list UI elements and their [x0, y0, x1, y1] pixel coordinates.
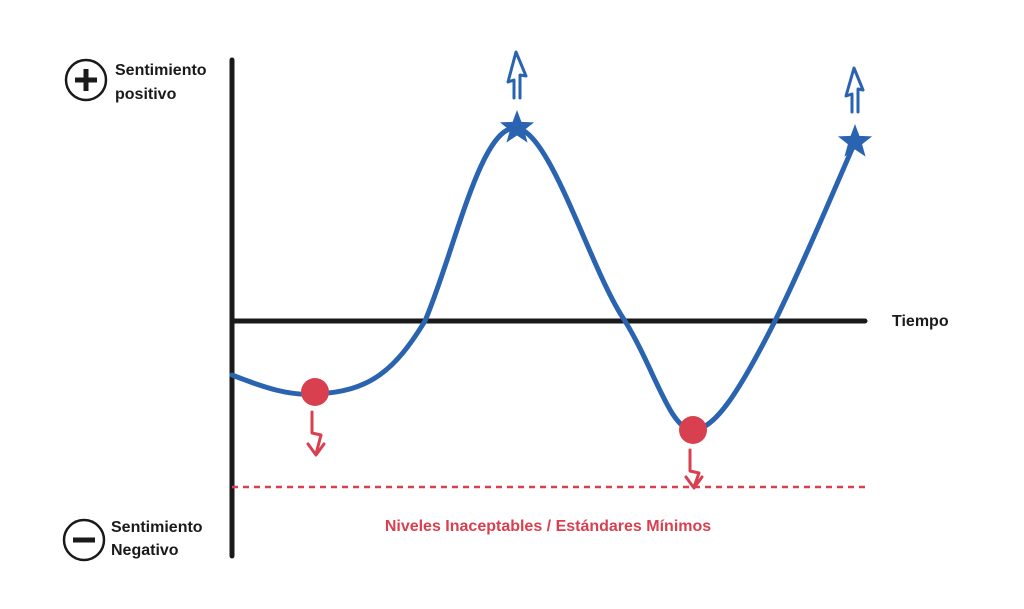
- threshold-label: Niveles Inaceptables / Estándares Mínimo…: [385, 518, 711, 535]
- positive-label: positivo: [115, 86, 177, 103]
- plus-icon: [64, 58, 108, 102]
- low-point: [679, 416, 707, 444]
- up-arrows: [506, 50, 865, 114]
- high-point: [837, 124, 873, 157]
- positive-label: Sentimiento: [115, 62, 207, 79]
- low-point: [301, 378, 329, 406]
- minus-icon: [62, 518, 106, 562]
- down-arrows: [306, 410, 704, 490]
- negative-label: Sentimiento: [111, 519, 203, 536]
- time-label: Tiempo: [892, 313, 949, 330]
- sentiment-curve: [229, 125, 858, 433]
- negative-label: Negativo: [111, 542, 179, 559]
